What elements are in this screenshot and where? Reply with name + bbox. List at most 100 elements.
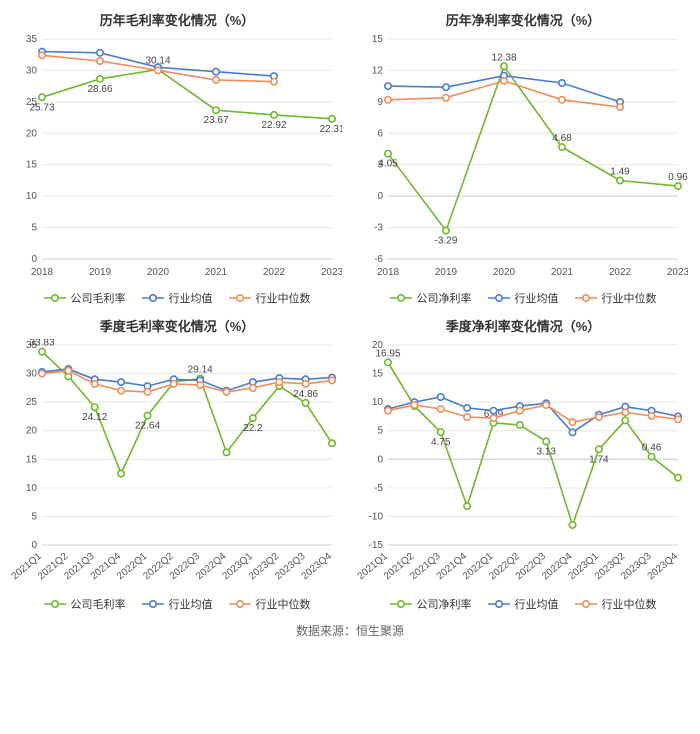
legend-swatch (575, 293, 597, 303)
legend-item: 行业均值 (142, 596, 213, 612)
svg-text:-3.29: -3.29 (435, 236, 458, 247)
svg-text:3.13: 3.13 (536, 446, 556, 457)
legend-item: 公司净利率 (390, 290, 472, 306)
svg-text:2020: 2020 (147, 267, 170, 278)
data-source: 数据来源：恒生聚源 (8, 622, 692, 639)
chart-title: 历年净利率变化情况（%） (354, 10, 692, 29)
svg-text:20: 20 (26, 128, 38, 139)
svg-text:2022: 2022 (609, 267, 632, 278)
chart-svg: 051015202530352021Q12021Q22021Q32021Q420… (8, 339, 342, 589)
legend: 公司净利率 行业均值 行业中位数 (354, 596, 692, 612)
svg-text:2023Q4: 2023Q4 (646, 551, 681, 583)
svg-text:25.73: 25.73 (29, 102, 54, 113)
panel-quarterly-gross: 季度毛利率变化情况（%）051015202530352021Q12021Q220… (8, 314, 346, 612)
legend-label: 行业中位数 (602, 596, 657, 612)
svg-text:10: 10 (372, 397, 384, 408)
svg-text:22.92: 22.92 (261, 120, 286, 131)
svg-text:2022: 2022 (263, 267, 286, 278)
svg-text:2023: 2023 (667, 267, 688, 278)
svg-text:2023Q4: 2023Q4 (300, 551, 335, 583)
svg-text:30: 30 (26, 369, 38, 380)
legend-item: 行业中位数 (229, 596, 311, 612)
chart-svg: -15-10-5051015202021Q12021Q22021Q32021Q4… (354, 339, 688, 589)
svg-text:30: 30 (26, 65, 38, 76)
legend-label: 行业中位数 (256, 596, 311, 612)
legend-item: 行业均值 (488, 290, 559, 306)
legend-item: 行业中位数 (229, 290, 311, 306)
svg-text:0: 0 (31, 254, 37, 265)
svg-text:0: 0 (377, 191, 383, 202)
svg-text:24.12: 24.12 (82, 412, 107, 423)
legend-item: 行业中位数 (575, 596, 657, 612)
svg-text:35: 35 (26, 34, 38, 45)
svg-text:15: 15 (372, 34, 384, 45)
svg-text:1.74: 1.74 (589, 454, 609, 465)
legend-swatch (229, 293, 251, 303)
legend-label: 行业均值 (515, 290, 559, 306)
svg-text:12: 12 (372, 65, 384, 76)
svg-text:22.31: 22.31 (319, 124, 342, 135)
svg-text:5: 5 (377, 426, 383, 437)
svg-text:-6: -6 (374, 254, 383, 265)
legend-swatch (575, 599, 597, 609)
legend-item: 公司毛利率 (44, 290, 126, 306)
svg-text:5: 5 (31, 223, 37, 234)
svg-text:2020: 2020 (493, 267, 516, 278)
svg-text:23.67: 23.67 (203, 115, 228, 126)
legend-label: 行业均值 (169, 596, 213, 612)
svg-text:2019: 2019 (89, 267, 112, 278)
svg-text:25: 25 (26, 397, 38, 408)
legend-label: 行业均值 (515, 596, 559, 612)
svg-text:0.46: 0.46 (642, 443, 662, 454)
legend-swatch (390, 599, 412, 609)
legend: 公司毛利率 行业均值 行业中位数 (8, 290, 346, 306)
chart-svg: 0510152025303520182019202020212022202325… (8, 33, 342, 283)
svg-text:-15: -15 (369, 540, 384, 551)
legend-label: 公司毛利率 (71, 596, 126, 612)
legend-label: 公司净利率 (417, 290, 472, 306)
svg-text:20: 20 (26, 426, 38, 437)
svg-text:28.66: 28.66 (87, 84, 112, 95)
legend-item: 行业中位数 (575, 290, 657, 306)
svg-text:15: 15 (26, 454, 38, 465)
legend-swatch (44, 599, 66, 609)
svg-text:22.64: 22.64 (135, 421, 160, 432)
svg-text:29.14: 29.14 (188, 365, 213, 376)
svg-text:12.38: 12.38 (491, 52, 516, 63)
svg-text:0: 0 (377, 454, 383, 465)
legend-item: 行业均值 (142, 290, 213, 306)
legend-item: 公司净利率 (390, 596, 472, 612)
legend-swatch (390, 293, 412, 303)
legend-swatch (142, 599, 164, 609)
svg-text:0: 0 (31, 540, 37, 551)
legend-swatch (488, 599, 510, 609)
legend-label: 行业均值 (169, 290, 213, 306)
svg-text:2021: 2021 (205, 267, 228, 278)
legend-label: 公司毛利率 (71, 290, 126, 306)
svg-text:1.49: 1.49 (610, 167, 630, 178)
chart-grid: 历年毛利率变化情况（%）0510152025303520182019202020… (8, 8, 692, 612)
chart-title: 历年毛利率变化情况（%） (8, 10, 346, 29)
svg-text:24.86: 24.86 (293, 389, 318, 400)
legend-item: 行业均值 (488, 596, 559, 612)
svg-text:15: 15 (26, 160, 38, 171)
svg-text:-5: -5 (374, 483, 383, 494)
legend-label: 行业中位数 (602, 290, 657, 306)
svg-text:-3: -3 (374, 223, 383, 234)
svg-text:10: 10 (26, 191, 38, 202)
svg-text:9: 9 (377, 97, 383, 108)
svg-text:4.05: 4.05 (378, 159, 398, 170)
svg-text:2023: 2023 (321, 267, 342, 278)
svg-text:2019: 2019 (435, 267, 458, 278)
panel-annual-gross: 历年毛利率变化情况（%）0510152025303520182019202020… (8, 8, 346, 306)
svg-text:10: 10 (26, 483, 38, 494)
legend-swatch (229, 599, 251, 609)
svg-text:2018: 2018 (31, 267, 54, 278)
svg-text:22.2: 22.2 (243, 423, 263, 434)
legend-label: 行业中位数 (256, 290, 311, 306)
svg-text:2018: 2018 (377, 267, 400, 278)
svg-text:-10: -10 (369, 511, 384, 522)
legend-swatch (488, 293, 510, 303)
svg-text:0.96: 0.96 (668, 172, 688, 183)
svg-text:5: 5 (31, 511, 37, 522)
